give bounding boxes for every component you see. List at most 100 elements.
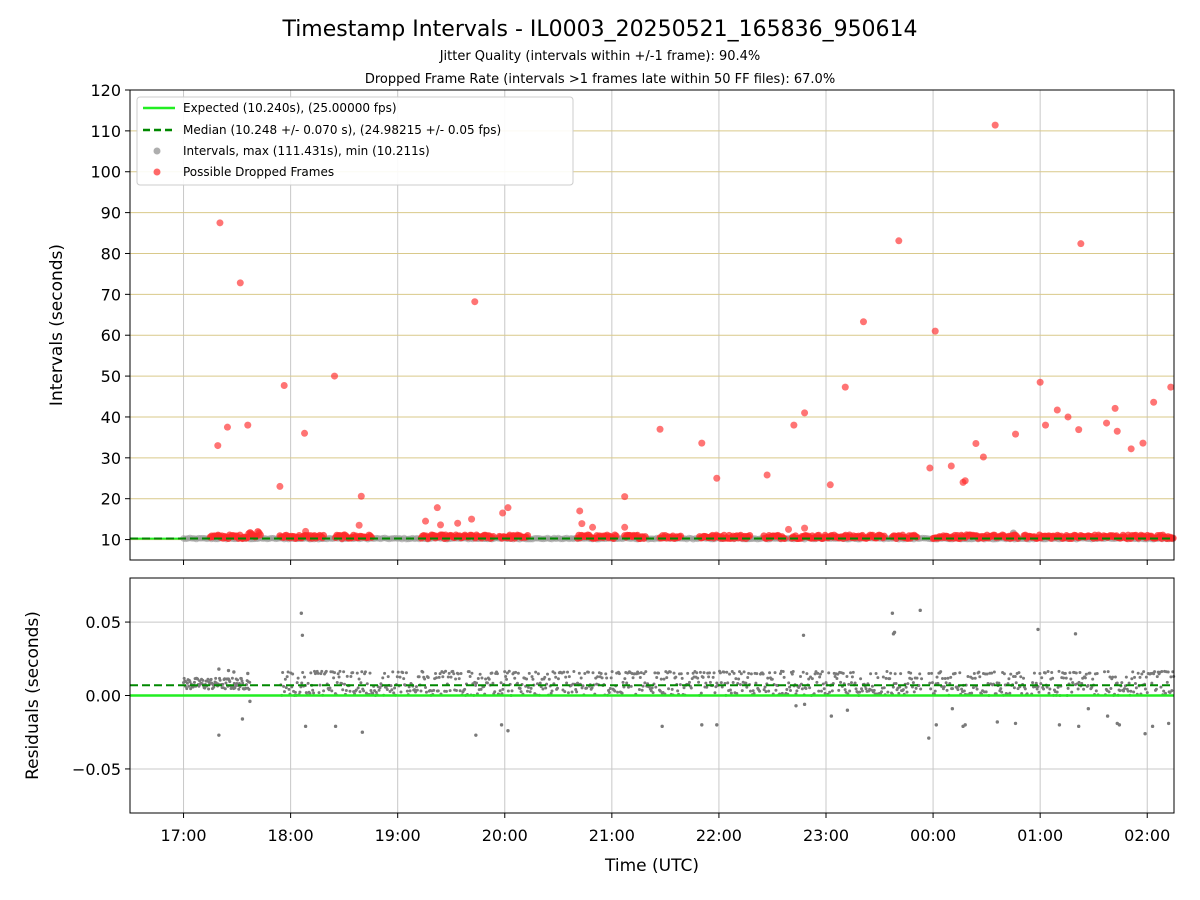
residual-point xyxy=(850,675,854,679)
residual-point xyxy=(335,681,339,685)
residual-point xyxy=(732,671,736,675)
residual-point xyxy=(975,687,979,691)
residual-point xyxy=(421,670,425,674)
residual-point xyxy=(281,670,285,674)
residual-point xyxy=(662,677,666,681)
residual-point xyxy=(876,676,880,680)
dropped-frame-point xyxy=(698,439,706,447)
residual-point xyxy=(1094,689,1098,693)
residual-point xyxy=(405,689,409,693)
residual-point xyxy=(782,675,786,679)
residual-point xyxy=(1150,724,1155,729)
residual-point xyxy=(182,676,186,680)
residual-point xyxy=(454,689,458,693)
residual-point xyxy=(790,672,794,676)
residual-point xyxy=(705,685,709,689)
residual-point xyxy=(726,681,730,685)
residual-point xyxy=(731,680,735,684)
residual-point xyxy=(1166,721,1171,726)
residual-point xyxy=(1077,680,1081,684)
residual-point xyxy=(999,687,1003,691)
residual-point xyxy=(414,690,418,694)
residual-point xyxy=(424,690,428,694)
residual-point xyxy=(458,689,462,693)
residual-point xyxy=(501,687,505,691)
residual-point xyxy=(712,671,716,675)
residual-point xyxy=(214,676,218,680)
residual-point xyxy=(697,680,701,684)
residual-point xyxy=(525,689,529,693)
residual-point xyxy=(343,682,347,686)
residual-point xyxy=(815,680,819,684)
residual-point xyxy=(1126,689,1130,693)
residual-point xyxy=(822,687,826,691)
residual-point xyxy=(962,689,966,693)
residual-point xyxy=(698,670,702,674)
residual-point xyxy=(761,672,765,676)
residual-point xyxy=(888,677,892,681)
residual-point xyxy=(201,678,205,682)
residual-point xyxy=(942,685,946,689)
dropped-frame-point xyxy=(801,409,809,417)
residual-point xyxy=(644,670,648,674)
dropped-frame-point xyxy=(1167,383,1175,391)
residual-point xyxy=(625,681,629,685)
residual-point xyxy=(365,682,369,686)
residual-point xyxy=(958,671,962,675)
residual-point xyxy=(859,677,863,681)
residual-point xyxy=(308,691,312,695)
residual-point xyxy=(544,686,548,690)
residual-point xyxy=(843,688,847,692)
residual-point xyxy=(503,670,507,674)
residual-point xyxy=(498,689,502,693)
residual-point xyxy=(707,675,711,679)
residual-point xyxy=(1078,670,1082,674)
residual-point xyxy=(892,630,897,635)
residual-point xyxy=(997,681,1001,685)
dropped-frame-point xyxy=(1014,534,1022,542)
residual-point xyxy=(556,686,560,690)
residual-point xyxy=(1143,731,1147,736)
residual-point xyxy=(438,672,442,676)
residual-point xyxy=(1136,671,1140,675)
residual-point xyxy=(341,688,345,692)
residual-point xyxy=(285,675,289,679)
residual-point xyxy=(1086,684,1090,688)
residual-point xyxy=(973,676,977,680)
intervals-y-tick-label: 50 xyxy=(101,367,121,386)
residual-point xyxy=(456,672,460,676)
residual-point xyxy=(583,671,587,675)
residual-point xyxy=(236,678,240,682)
residual-point xyxy=(1023,687,1027,691)
residuals-y-tick-label: 0.05 xyxy=(85,613,121,632)
residual-point xyxy=(1035,687,1039,691)
dropped-frame-point xyxy=(576,507,584,515)
dropped-frame-point xyxy=(437,521,445,529)
residual-point xyxy=(686,671,690,675)
residual-point xyxy=(905,690,909,694)
residual-point xyxy=(585,686,589,690)
residual-point xyxy=(946,676,950,680)
residual-point xyxy=(951,687,955,691)
residual-point xyxy=(1144,675,1148,679)
legend-median-label: Median (10.248 +/- 0.070 s), (24.98215 +… xyxy=(183,123,501,137)
residual-point xyxy=(766,676,770,680)
residual-point xyxy=(226,668,231,673)
residual-point xyxy=(566,670,570,674)
dropped-frame-point xyxy=(1139,439,1147,447)
x-tick-label: 17:00 xyxy=(160,826,206,845)
residual-point xyxy=(927,672,931,676)
residual-point xyxy=(653,671,657,675)
x-tick-label: 23:00 xyxy=(803,826,849,845)
residual-point xyxy=(499,681,503,685)
residual-point xyxy=(763,685,767,689)
dropped-frame-point xyxy=(280,381,288,389)
residual-point xyxy=(185,681,189,685)
residual-point xyxy=(354,688,358,692)
residual-point xyxy=(333,724,338,729)
residual-point xyxy=(217,667,221,671)
legend-expected-label: Expected (10.240s), (25.00000 fps) xyxy=(183,101,397,115)
residual-point xyxy=(912,690,916,694)
residual-point xyxy=(854,687,858,691)
